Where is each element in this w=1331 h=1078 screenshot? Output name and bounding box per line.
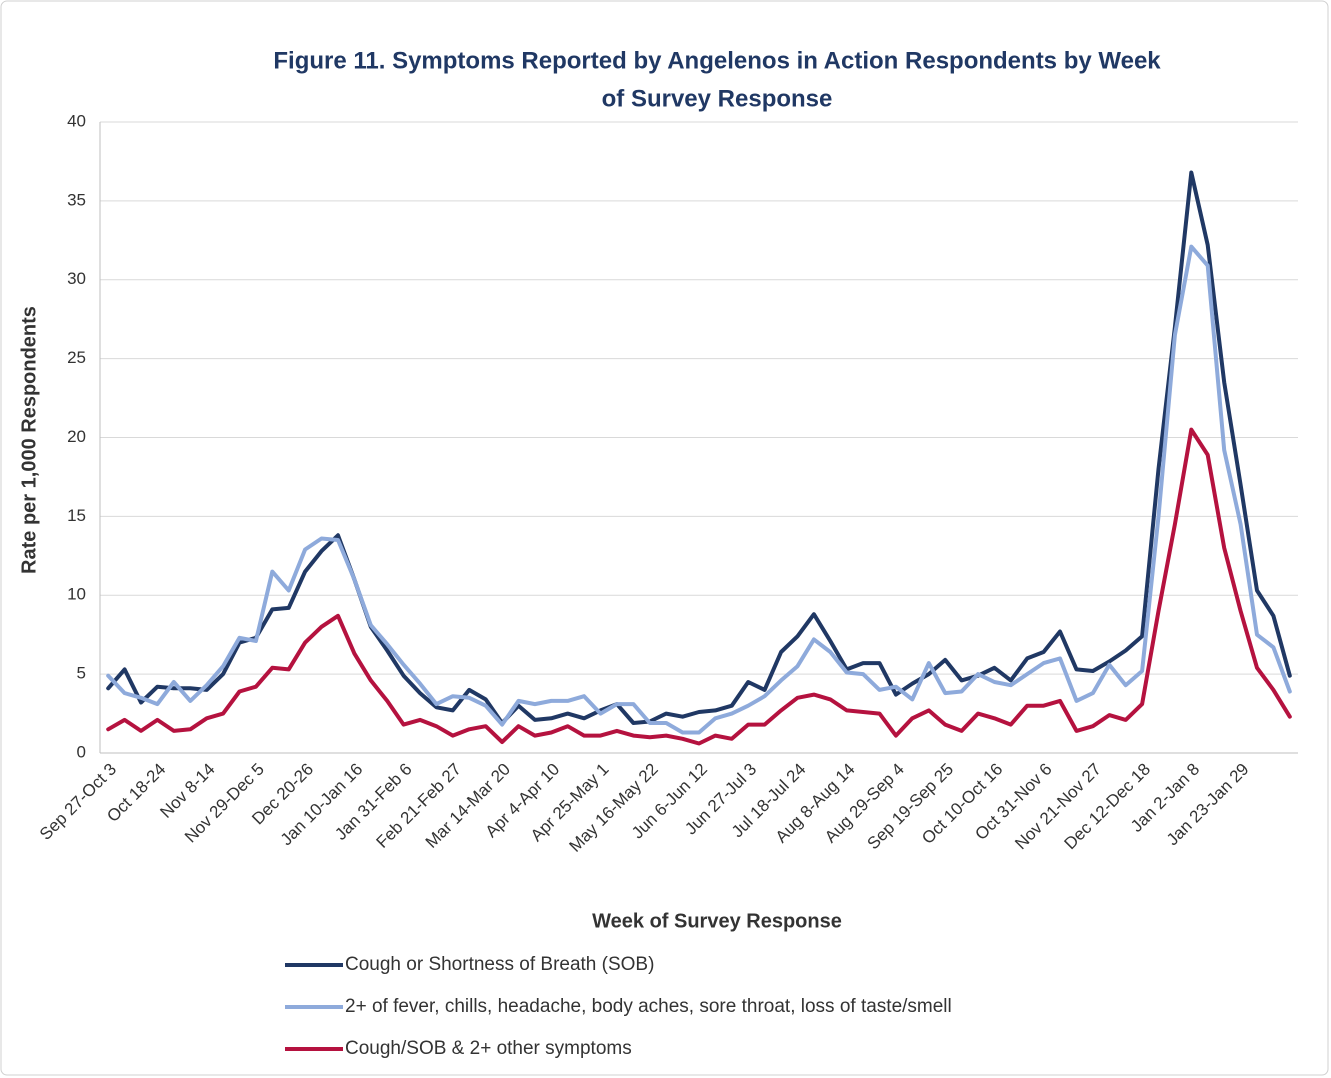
y-tick-label: 0 — [77, 742, 86, 761]
y-tick-label: 20 — [67, 427, 86, 446]
legend-label: Cough/SOB & 2+ other symptoms — [345, 1038, 632, 1059]
y-tick-label: 25 — [67, 348, 86, 367]
series-line — [106, 427, 1292, 746]
y-tick-label: 5 — [77, 664, 86, 683]
y-tick-label: 35 — [67, 190, 86, 209]
y-tick-label: 15 — [67, 506, 86, 525]
legend-label: 2+ of fever, chills, headache, body ache… — [345, 996, 952, 1017]
y-tick-label: 10 — [67, 585, 86, 604]
chart-title: Figure 11. Symptoms Reported by Angeleno… — [273, 47, 1161, 74]
series-line — [106, 170, 1292, 725]
y-tick-label: 30 — [67, 269, 86, 288]
chart-title: of Survey Response — [602, 85, 833, 112]
y-axis-title: Rate per 1,000 Respondents — [18, 306, 40, 574]
series-line — [106, 244, 1292, 735]
y-tick-label: 40 — [67, 111, 86, 130]
legend-label: Cough or Shortness of Breath (SOB) — [345, 954, 654, 975]
x-axis-title: Week of Survey Response — [592, 910, 842, 932]
legend: Cough or Shortness of Breath (SOB) 2+ of … — [285, 954, 952, 1059]
